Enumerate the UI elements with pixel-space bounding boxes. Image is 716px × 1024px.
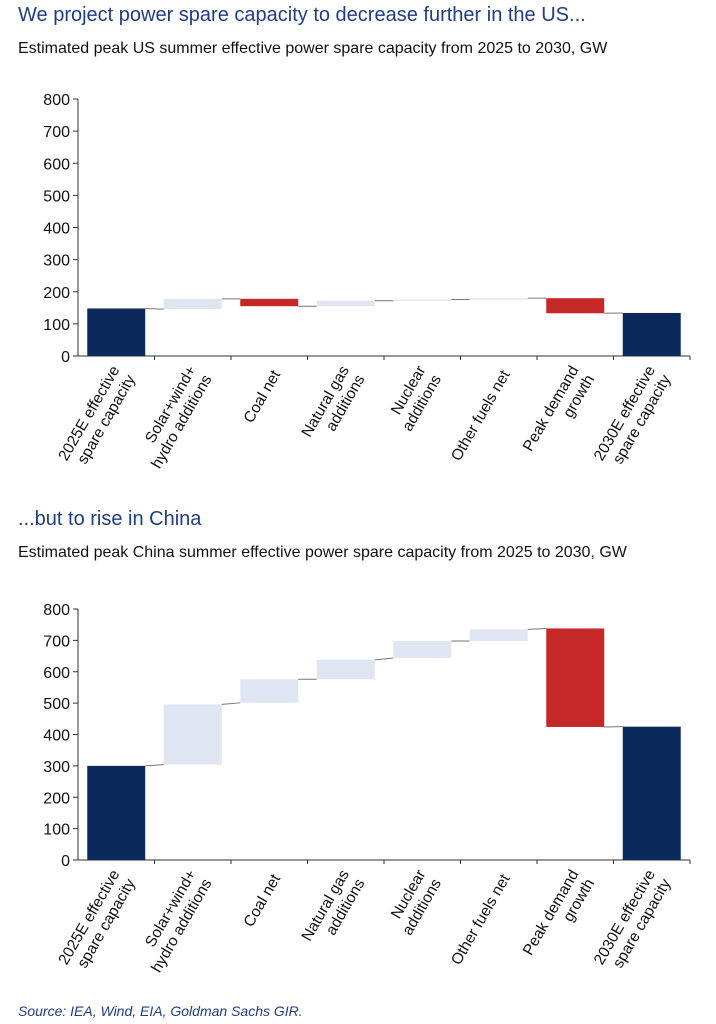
y-tick-label: 600 (43, 156, 70, 173)
bar-total (622, 312, 681, 356)
y-tick-label: 100 (43, 317, 70, 334)
bar-increase (163, 298, 222, 310)
y-tick-label: 700 (43, 124, 70, 141)
source-note: Source: IEA, Wind, EIA, Goldman Sachs GI… (18, 1003, 303, 1019)
connector-line (145, 307, 164, 310)
y-tick-label: 0 (61, 853, 70, 870)
bar-decrease (240, 298, 299, 307)
y-tick-label: 100 (43, 822, 70, 839)
bar-increase (316, 659, 375, 680)
china-waterfall-chart: 0 100 200 300 400 500 600 700 800 2025E effective… (43, 602, 691, 977)
us-waterfall-chart: 0 100 200 300 400 500 600 700 800 2025E effective… (43, 92, 691, 473)
x-category-label: Solar+wind+hydro additions (133, 867, 216, 976)
x-category-label: 2025E effectivespare capacity (55, 867, 139, 977)
x-category-label: 2030E effectivespare capacity (591, 867, 675, 977)
us-chart-title: Estimated peak US summer effective power… (18, 40, 608, 57)
x-category-label: Natural gasadditions (299, 867, 369, 953)
bar-increase (393, 641, 452, 658)
bar-total (87, 308, 146, 356)
china-chart-title: Estimated peak China summer effective po… (18, 544, 627, 561)
y-tick-label: 500 (43, 696, 70, 713)
bar-increase (316, 300, 375, 307)
y-tick-label: 200 (43, 285, 70, 302)
x-category-label: Other fuels net (448, 367, 514, 464)
y-tick-label: 400 (43, 728, 70, 745)
bar-total (87, 765, 146, 860)
y-tick-label: 700 (43, 633, 70, 650)
x-category-label: Coal net (241, 871, 285, 930)
connector-line (374, 657, 394, 661)
x-category-label: Peak demandgrowth (520, 363, 598, 463)
x-category-label: Nuclearadditions (384, 363, 445, 434)
x-category-label: Other fuels net (448, 871, 514, 968)
y-tick-label: 600 (43, 665, 70, 682)
x-category-label: Solar+wind+hydro additions (133, 363, 216, 472)
x-category-label: Coal net (241, 367, 285, 426)
y-tick-label: 800 (43, 602, 70, 619)
bar-increase (163, 704, 222, 765)
x-category-label: Nuclearadditions (384, 867, 445, 938)
connector-line (221, 702, 241, 705)
y-tick-label: 300 (43, 253, 70, 270)
x-category-label: Natural gasadditions (299, 363, 369, 449)
bar-increase (469, 629, 528, 642)
bar-increase (469, 298, 528, 300)
bar-total (622, 726, 681, 860)
bar-increase (393, 299, 452, 301)
bar-increase (240, 679, 299, 703)
x-category-label: Peak demandgrowth (520, 867, 598, 967)
y-tick-label: 500 (43, 188, 70, 205)
us-headline: We project power spare capacity to decre… (18, 4, 586, 26)
y-tick-label: 0 (61, 349, 70, 366)
y-tick-label: 800 (43, 92, 70, 109)
china-headline: ...but to rise in China (18, 508, 202, 530)
y-tick-label: 400 (43, 221, 70, 238)
bar-decrease (546, 628, 605, 727)
bar-decrease (546, 298, 605, 314)
x-category-label: 2025E effectivespare capacity (55, 363, 139, 473)
y-tick-label: 300 (43, 759, 70, 776)
x-category-label: 2030E effectivespare capacity (591, 363, 675, 473)
y-tick-label: 200 (43, 790, 70, 807)
connector-line (527, 627, 547, 630)
connector-line (145, 764, 164, 767)
